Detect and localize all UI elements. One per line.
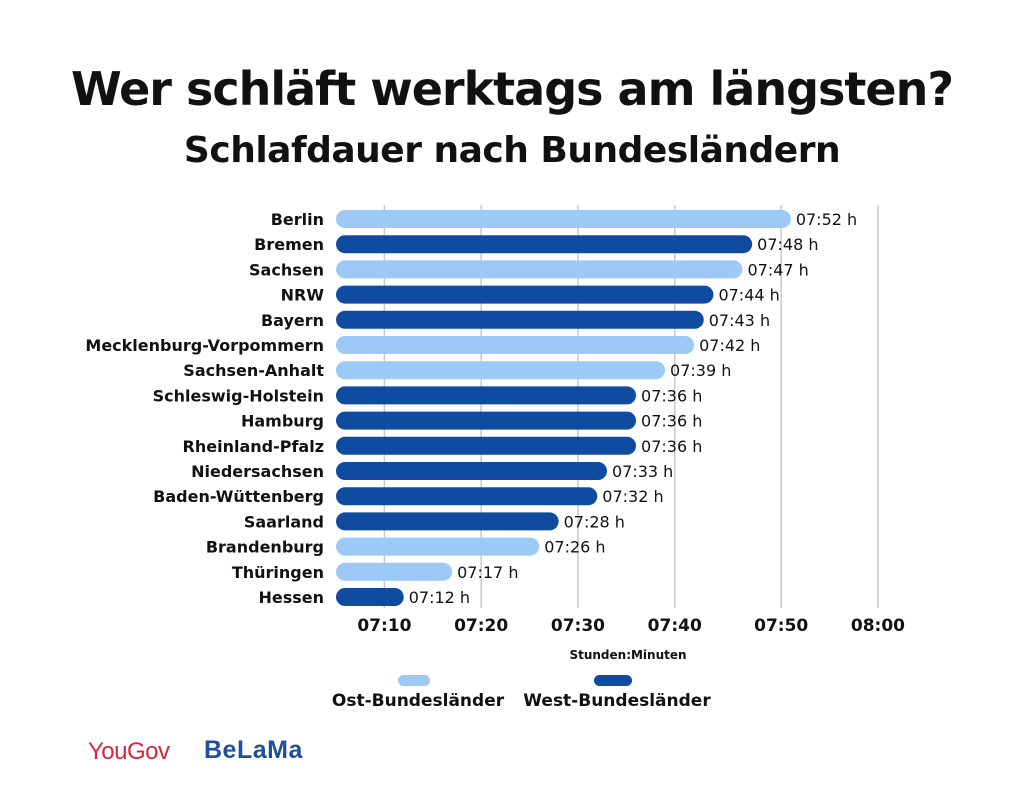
bar [336, 512, 559, 531]
legend-label-ost: Ost-Bundesländer [332, 691, 505, 711]
bar [336, 361, 666, 380]
category-label: NRW [281, 286, 325, 305]
legend: Ost-Bundesländer West-Bundesländer [332, 675, 711, 711]
legend-label-west: West-Bundesländer [523, 691, 711, 711]
value-label: 07:33 h [612, 462, 673, 481]
category-label: Hessen [258, 588, 324, 607]
value-label: 07:28 h [564, 512, 625, 531]
bar [336, 562, 453, 581]
legend-swatch-ost [398, 675, 430, 686]
x-tick-label: 07:10 [357, 616, 411, 636]
belama-logo: BeLaMa [204, 736, 303, 764]
x-tick-label: 08:00 [851, 616, 905, 636]
value-label: 07:48 h [757, 235, 818, 254]
bar [336, 336, 695, 354]
category-label: Schleswig-Holstein [153, 386, 324, 405]
bar [336, 285, 714, 304]
value-label: 07:44 h [718, 286, 779, 305]
bar [336, 386, 637, 405]
bars [336, 210, 791, 606]
category-label: Niedersachsen [191, 462, 324, 481]
value-label: 07:47 h [747, 260, 808, 279]
bar [336, 537, 540, 556]
category-label: Sachsen-Anhalt [183, 361, 324, 380]
x-tick-label: 07:40 [648, 616, 702, 636]
bar [336, 411, 637, 430]
category-label: Hamburg [241, 412, 324, 431]
value-label: 07:42 h [699, 336, 760, 355]
category-label: Mecklenburg-Vorpommern [85, 336, 324, 355]
category-label: Saarland [244, 512, 324, 531]
bar [336, 436, 637, 455]
x-axis-title: Stunden:Minuten [569, 648, 686, 662]
value-label: 07:17 h [457, 563, 518, 582]
category-label: Rheinland-Pfalz [183, 437, 324, 456]
x-tick-label: 07:30 [551, 616, 605, 636]
category-label: Bremen [254, 235, 324, 254]
value-label: 07:32 h [602, 487, 663, 506]
value-label: 07:52 h [796, 210, 857, 229]
value-label: 07:26 h [544, 538, 605, 557]
value-label: 07:12 h [409, 588, 470, 607]
value-label: 07:43 h [709, 311, 770, 330]
category-label: Baden-Wüttenberg [153, 487, 324, 506]
bar [336, 310, 704, 329]
bar [336, 260, 743, 279]
chart-subtitle: Schlafdauer nach Bundesländern [183, 130, 841, 171]
yougov-logo: YouGov [88, 738, 170, 765]
value-label: 07:39 h [670, 361, 731, 380]
category-label: Brandenburg [206, 538, 324, 557]
x-axis-ticks: 07:10 07:20 07:30 07:40 07:50 08:00 [357, 616, 905, 636]
value-label: 07:36 h [641, 412, 702, 431]
bar [336, 462, 607, 480]
value-label: 07:36 h [641, 437, 702, 456]
value-label: 07:36 h [641, 386, 702, 405]
bar [336, 487, 598, 506]
category-label: Sachsen [249, 260, 324, 279]
bar [336, 235, 753, 254]
category-label: Bayern [261, 311, 324, 330]
category-label: Berlin [271, 210, 324, 229]
legend-swatch-west [594, 675, 632, 686]
bar [336, 210, 791, 228]
bar [336, 588, 404, 606]
category-label: Thüringen [232, 563, 324, 582]
x-tick-label: 07:20 [454, 616, 508, 636]
x-tick-label: 07:50 [754, 616, 808, 636]
labels: Berlin 07:52 h Bremen 07:48 h Sachsen 07:47 h… [85, 210, 857, 607]
chart-title: Wer schläft werktags am längsten? [70, 62, 954, 116]
